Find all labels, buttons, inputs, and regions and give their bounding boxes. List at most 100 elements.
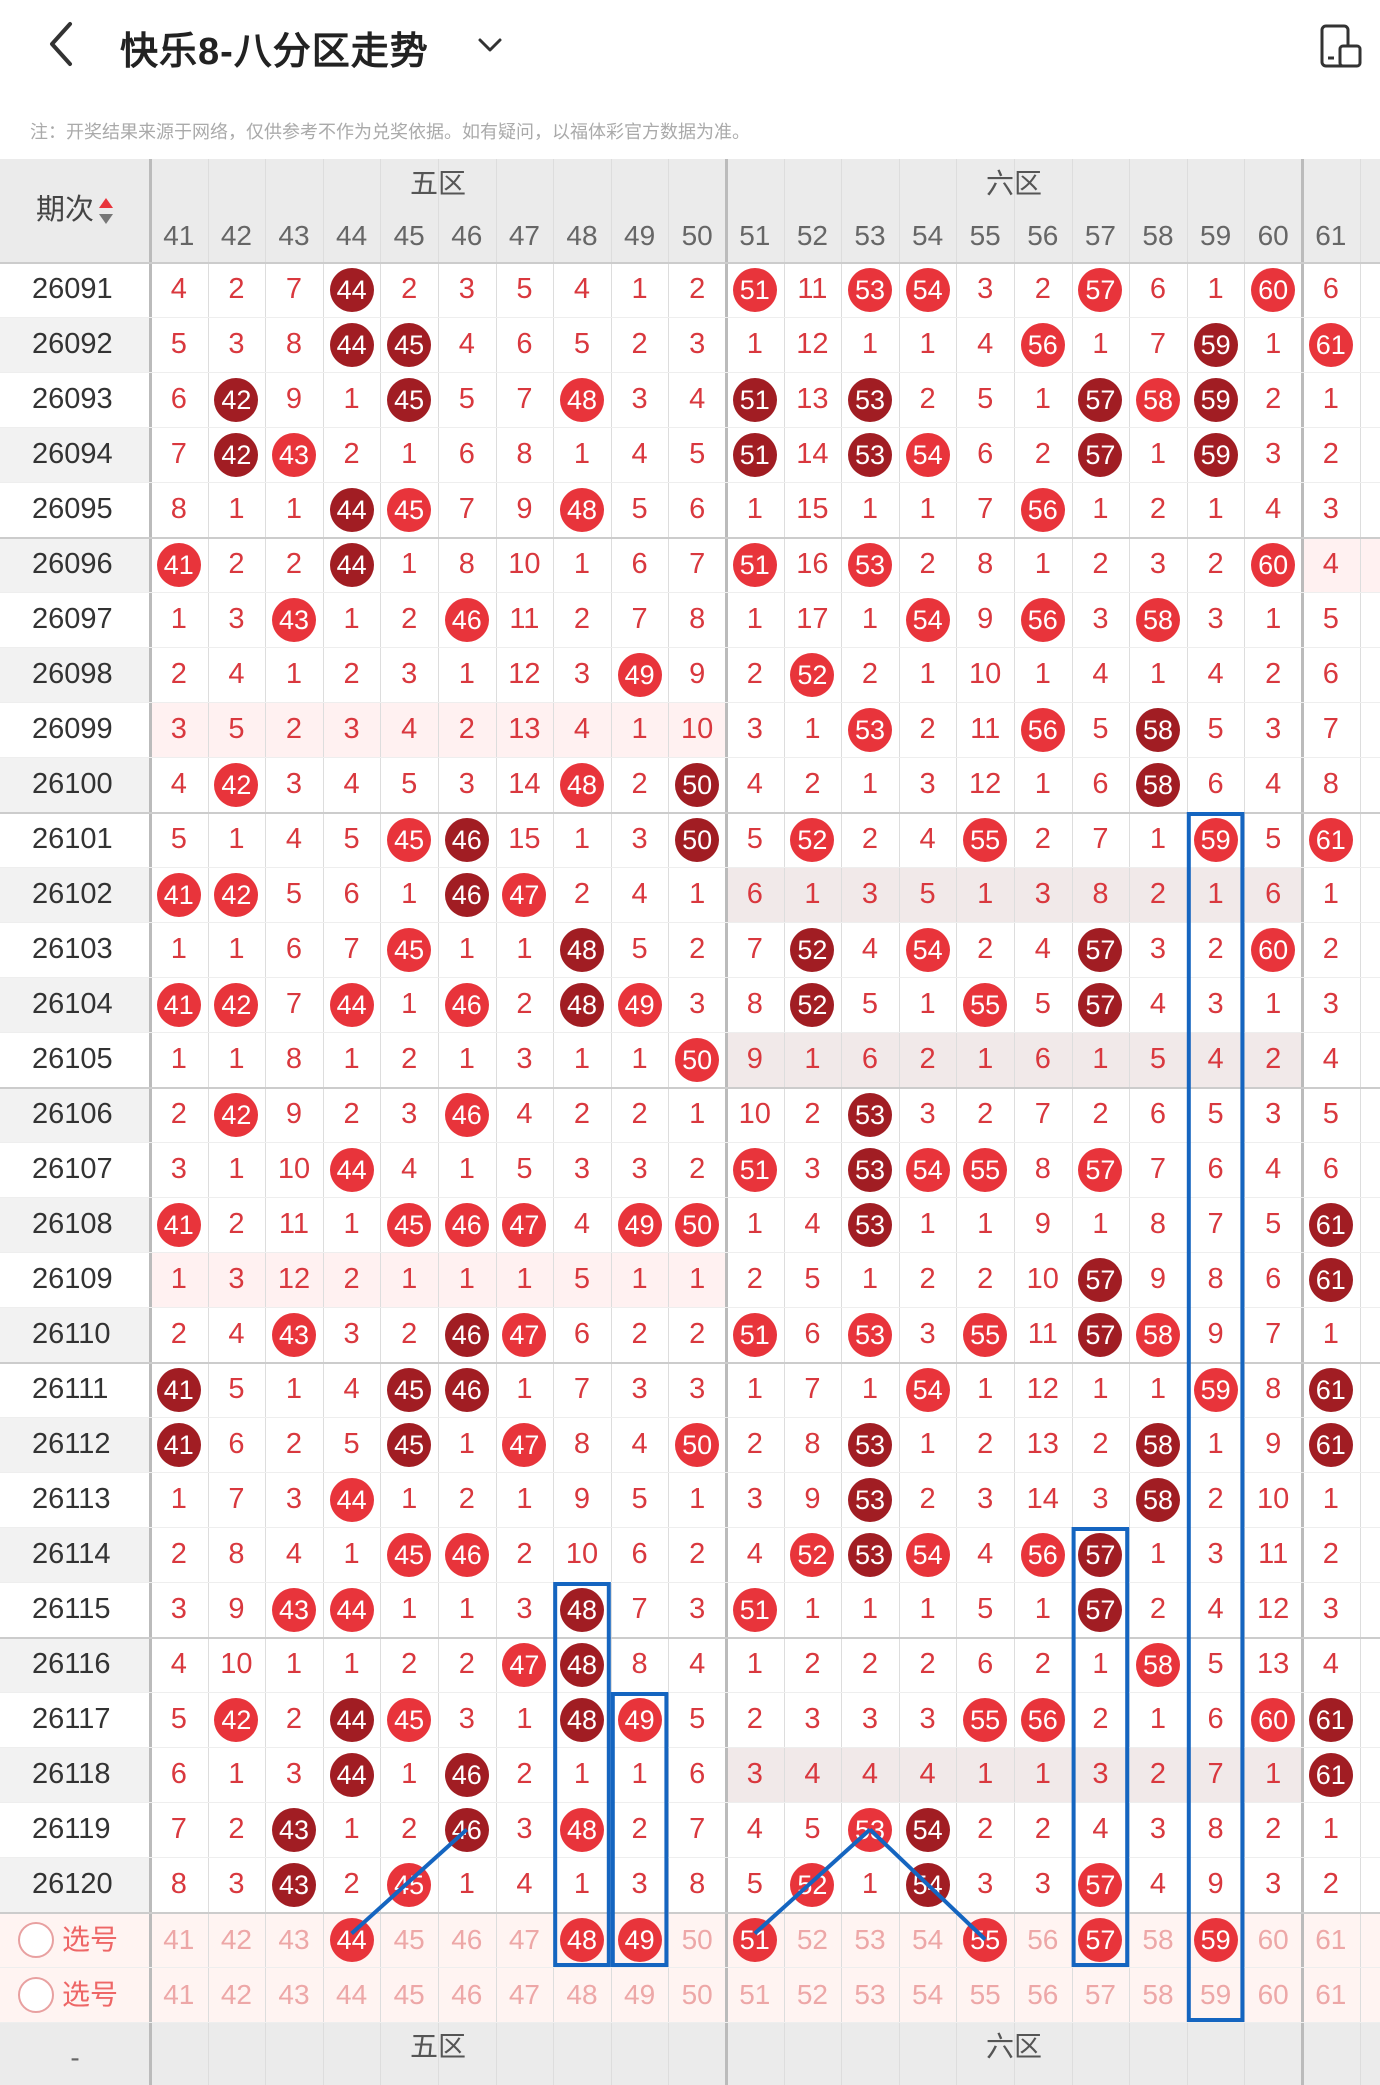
hit-ball[interactable]: 50 (675, 1422, 720, 1467)
select-number[interactable]: 46 (451, 1979, 483, 2010)
hit-ball[interactable]: 51 (732, 377, 777, 422)
hit-ball[interactable]: 43 (272, 432, 316, 477)
select-number[interactable]: 61 (1315, 1924, 1347, 1955)
hit-ball[interactable]: 58 (1136, 1422, 1180, 1467)
hit-ball[interactable]: 52 (790, 817, 835, 862)
select-number[interactable]: 47 (508, 1979, 540, 2010)
select-number[interactable]: 54 (912, 1979, 944, 2010)
selected-number-ball[interactable]: 48 (560, 1917, 604, 1962)
hit-ball[interactable]: 48 (560, 1807, 604, 1852)
select-number[interactable]: 50 (681, 1924, 713, 1955)
hit-ball[interactable]: 41 (156, 982, 201, 1027)
hit-ball[interactable]: 48 (560, 762, 604, 807)
hit-ball[interactable]: 53 (848, 707, 892, 752)
hit-ball[interactable]: 52 (790, 652, 835, 697)
hit-ball[interactable]: 51 (732, 542, 777, 587)
select-number[interactable]: 41 (163, 1924, 195, 1955)
rotate-screen-button[interactable] (1318, 22, 1364, 72)
select-number[interactable]: 50 (681, 1979, 713, 2010)
hit-ball[interactable]: 53 (848, 1092, 892, 1137)
period-header[interactable]: 期次 (0, 159, 150, 262)
hit-ball[interactable]: 54 (905, 432, 950, 477)
hit-ball[interactable]: 42 (214, 1092, 259, 1137)
hit-ball[interactable]: 61 (1308, 1422, 1353, 1467)
select-number[interactable]: 58 (1142, 1924, 1174, 1955)
hit-ball[interactable]: 43 (272, 1587, 316, 1632)
hit-ball[interactable]: 55 (963, 1147, 1008, 1192)
hit-ball[interactable]: 46 (444, 1807, 489, 1852)
select-number[interactable]: 49 (624, 1979, 656, 2010)
hit-ball[interactable]: 50 (675, 1037, 720, 1082)
hit-ball[interactable]: 58 (1136, 1312, 1180, 1357)
hit-ball[interactable]: 51 (732, 1147, 777, 1192)
hit-ball[interactable]: 52 (790, 982, 835, 1027)
hit-ball[interactable]: 53 (848, 1807, 892, 1852)
selected-number-ball[interactable]: 59 (1193, 1917, 1238, 1962)
hit-ball[interactable]: 46 (444, 1532, 489, 1577)
hit-ball[interactable]: 56 (1020, 1532, 1065, 1577)
hit-ball[interactable]: 46 (444, 1202, 489, 1247)
hit-ball[interactable]: 48 (560, 377, 604, 422)
hit-ball[interactable]: 55 (963, 1697, 1008, 1742)
hit-ball[interactable]: 53 (848, 542, 892, 587)
sort-arrows-icon[interactable] (94, 194, 114, 226)
select-number[interactable]: 45 (393, 1924, 425, 1955)
hit-ball[interactable]: 59 (1193, 322, 1238, 367)
hit-ball[interactable]: 49 (617, 652, 662, 697)
hit-ball[interactable]: 48 (560, 982, 604, 1027)
hit-ball[interactable]: 50 (675, 1202, 720, 1247)
select-number[interactable]: 55 (969, 1979, 1001, 2010)
hit-ball[interactable]: 58 (1136, 762, 1180, 807)
hit-ball[interactable]: 50 (675, 817, 720, 862)
hit-ball[interactable]: 56 (1020, 1697, 1065, 1742)
hit-ball[interactable]: 45 (387, 1422, 432, 1467)
hit-ball[interactable]: 45 (387, 1532, 432, 1577)
select-number[interactable]: 6 (1360, 1967, 1380, 2022)
hit-ball[interactable]: 42 (214, 1697, 259, 1742)
hit-ball[interactable]: 42 (214, 762, 259, 807)
select-radio[interactable] (18, 1921, 54, 1958)
hit-ball[interactable]: 51 (732, 1312, 777, 1357)
hit-ball[interactable]: 41 (156, 1202, 201, 1247)
hit-ball[interactable]: 56 (1020, 487, 1065, 532)
hit-ball[interactable]: 46 (444, 817, 489, 862)
hit-ball[interactable]: 45 (387, 1862, 432, 1907)
hit-ball[interactable]: 43 (272, 1807, 316, 1852)
hit-ball[interactable]: 57 (1078, 1147, 1123, 1192)
hit-ball[interactable]: 47 (502, 1312, 547, 1357)
select-number[interactable]: 52 (796, 1979, 828, 2010)
hit-ball[interactable]: 53 (848, 432, 892, 477)
hit-ball[interactable]: 60 (1251, 267, 1296, 312)
hit-ball[interactable]: 53 (848, 1477, 892, 1522)
hit-ball[interactable]: 51 (732, 432, 777, 477)
hit-ball[interactable]: 53 (848, 1532, 892, 1577)
hit-ball[interactable]: 44 (329, 1477, 374, 1522)
hit-ball[interactable]: 44 (329, 322, 374, 367)
hit-ball[interactable]: 45 (387, 1697, 432, 1742)
hit-ball[interactable]: 46 (444, 1312, 489, 1357)
hit-ball[interactable]: 44 (329, 542, 374, 587)
select-number[interactable]: 60 (1257, 1979, 1289, 2010)
hit-ball[interactable]: 46 (444, 597, 489, 642)
hit-ball[interactable]: 56 (1020, 597, 1065, 642)
selected-number-ball[interactable]: 44 (329, 1917, 374, 1962)
selected-number-ball[interactable]: 51 (732, 1917, 777, 1962)
selected-number-ball[interactable]: 55 (963, 1917, 1008, 1962)
select-number[interactable]: 53 (854, 1924, 886, 1955)
selected-number-ball[interactable]: 49 (617, 1917, 662, 1962)
hit-ball[interactable]: 58 (1136, 377, 1180, 422)
select-number[interactable]: 60 (1257, 1924, 1289, 1955)
hit-ball[interactable]: 49 (617, 982, 662, 1027)
hit-ball[interactable]: 43 (272, 1312, 316, 1357)
hit-ball[interactable]: 54 (905, 1862, 950, 1907)
hit-ball[interactable]: 59 (1193, 817, 1238, 862)
hit-ball[interactable]: 58 (1136, 1477, 1180, 1522)
select-number[interactable]: 43 (278, 1924, 310, 1955)
hit-ball[interactable]: 55 (963, 817, 1008, 862)
hit-ball[interactable]: 59 (1193, 432, 1238, 477)
hit-ball[interactable]: 61 (1308, 1202, 1353, 1247)
hit-ball[interactable]: 46 (444, 872, 489, 917)
hit-ball[interactable]: 57 (1078, 1587, 1123, 1632)
hit-ball[interactable]: 53 (848, 1312, 892, 1357)
select-number[interactable]: 41 (163, 1979, 195, 2010)
